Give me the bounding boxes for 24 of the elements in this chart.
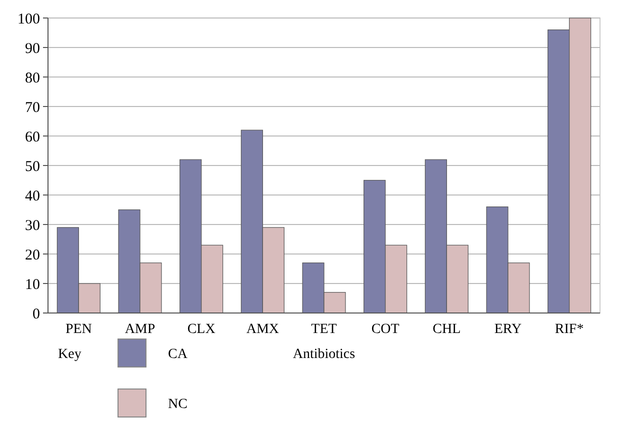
- y-tick-label: 60: [25, 129, 40, 146]
- y-tick-label: 40: [25, 188, 40, 204]
- y-tick-label: 20: [25, 247, 40, 264]
- x-tick-label: CHL: [432, 322, 461, 337]
- x-tick-label: TET: [311, 322, 338, 337]
- x-tick-label: CLX: [187, 322, 216, 337]
- y-tick-label: 70: [25, 100, 40, 116]
- x-axis-title: Antibiotics: [292, 347, 356, 362]
- x-tick-label: PEN: [65, 322, 92, 337]
- legend-label: NC: [168, 397, 188, 412]
- x-tick-label: ERY: [494, 322, 522, 337]
- y-tick-label: 30: [25, 218, 40, 234]
- legend-label: CA: [168, 347, 188, 362]
- y-tick-label: 10: [25, 276, 40, 293]
- x-tick-label: RIF*: [554, 322, 584, 337]
- x-tick-label: AMX: [246, 322, 280, 337]
- y-tick-label: 90: [25, 40, 40, 57]
- y-tick-label: 0: [32, 306, 40, 322]
- y-tick-label: 50: [25, 158, 40, 175]
- x-tick-label: COT: [371, 322, 400, 337]
- legend-title: Key: [58, 347, 82, 362]
- y-tick-label: 80: [25, 70, 40, 86]
- x-tick-label: AMP: [124, 322, 156, 337]
- y-tick-label: 100: [18, 11, 40, 28]
